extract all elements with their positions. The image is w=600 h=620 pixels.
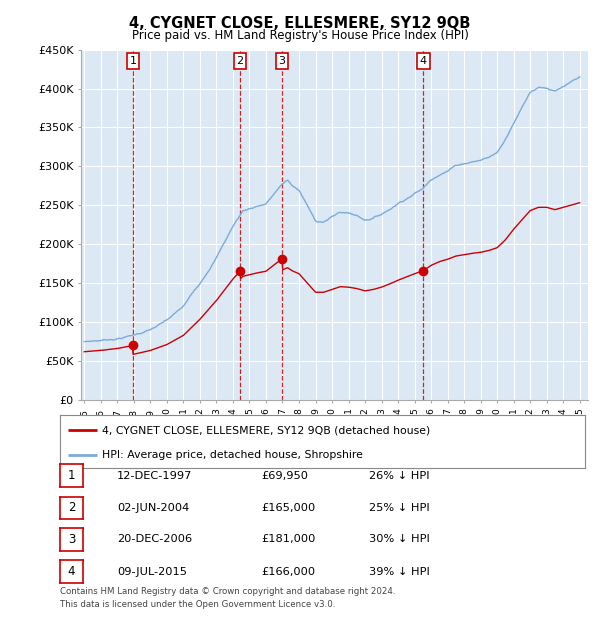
- Text: 1: 1: [130, 56, 137, 66]
- Text: 4, CYGNET CLOSE, ELLESMERE, SY12 9QB (detached house): 4, CYGNET CLOSE, ELLESMERE, SY12 9QB (de…: [102, 425, 430, 435]
- Text: £166,000: £166,000: [261, 567, 315, 577]
- Text: £181,000: £181,000: [261, 534, 316, 544]
- Text: Price paid vs. HM Land Registry's House Price Index (HPI): Price paid vs. HM Land Registry's House …: [131, 29, 469, 42]
- Text: 09-JUL-2015: 09-JUL-2015: [117, 567, 187, 577]
- Text: 12-DEC-1997: 12-DEC-1997: [117, 471, 193, 480]
- Text: 25% ↓ HPI: 25% ↓ HPI: [369, 503, 430, 513]
- Text: 20-DEC-2006: 20-DEC-2006: [117, 534, 192, 544]
- Text: 3: 3: [68, 533, 75, 546]
- Text: 30% ↓ HPI: 30% ↓ HPI: [369, 534, 430, 544]
- Text: 4, CYGNET CLOSE, ELLESMERE, SY12 9QB: 4, CYGNET CLOSE, ELLESMERE, SY12 9QB: [130, 16, 470, 30]
- Text: 2: 2: [236, 56, 244, 66]
- Text: 1: 1: [68, 469, 75, 482]
- Text: 4: 4: [419, 56, 427, 66]
- Text: HPI: Average price, detached house, Shropshire: HPI: Average price, detached house, Shro…: [102, 450, 363, 460]
- Text: This data is licensed under the Open Government Licence v3.0.: This data is licensed under the Open Gov…: [60, 600, 335, 609]
- Text: Contains HM Land Registry data © Crown copyright and database right 2024.: Contains HM Land Registry data © Crown c…: [60, 587, 395, 596]
- Text: £69,950: £69,950: [261, 471, 308, 480]
- Text: 2: 2: [68, 502, 75, 514]
- Text: 4: 4: [68, 565, 75, 578]
- Text: 39% ↓ HPI: 39% ↓ HPI: [369, 567, 430, 577]
- Text: £165,000: £165,000: [261, 503, 315, 513]
- Text: 26% ↓ HPI: 26% ↓ HPI: [369, 471, 430, 480]
- Text: 3: 3: [278, 56, 286, 66]
- Text: 02-JUN-2004: 02-JUN-2004: [117, 503, 189, 513]
